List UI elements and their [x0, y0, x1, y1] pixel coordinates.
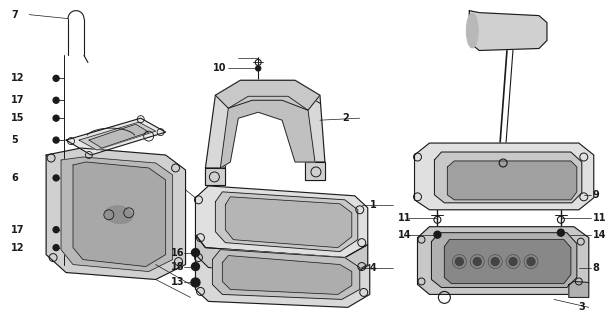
Circle shape — [53, 175, 59, 181]
Circle shape — [191, 262, 199, 270]
Polygon shape — [414, 143, 594, 210]
Circle shape — [557, 229, 565, 236]
Circle shape — [53, 137, 59, 143]
Polygon shape — [305, 162, 325, 180]
Circle shape — [434, 231, 441, 238]
Text: 7: 7 — [11, 10, 18, 20]
Text: 11: 11 — [398, 213, 411, 223]
Text: 16: 16 — [170, 248, 184, 258]
Polygon shape — [46, 148, 186, 279]
Polygon shape — [196, 235, 368, 277]
Polygon shape — [79, 122, 156, 150]
Polygon shape — [196, 186, 368, 258]
Text: 18: 18 — [170, 261, 184, 272]
Text: 6: 6 — [11, 173, 18, 183]
Polygon shape — [196, 255, 370, 307]
Circle shape — [53, 227, 59, 233]
Text: 4: 4 — [370, 262, 376, 273]
Polygon shape — [61, 157, 172, 271]
Circle shape — [491, 258, 499, 266]
Polygon shape — [222, 256, 352, 294]
Text: 14: 14 — [593, 230, 606, 240]
Circle shape — [53, 76, 59, 81]
Circle shape — [191, 278, 200, 287]
Polygon shape — [221, 96, 315, 168]
Ellipse shape — [105, 206, 133, 224]
Polygon shape — [216, 192, 358, 252]
Circle shape — [527, 258, 535, 266]
Polygon shape — [434, 152, 582, 203]
Text: 12: 12 — [11, 243, 25, 252]
Text: 5: 5 — [11, 135, 18, 145]
Polygon shape — [225, 197, 352, 248]
Text: 3: 3 — [579, 302, 585, 312]
Text: 12: 12 — [11, 73, 25, 83]
Text: 11: 11 — [593, 213, 606, 223]
Polygon shape — [89, 124, 148, 148]
Text: 14: 14 — [398, 230, 411, 240]
Circle shape — [53, 115, 59, 121]
Polygon shape — [205, 168, 225, 185]
Ellipse shape — [466, 13, 478, 48]
Text: 13: 13 — [170, 277, 184, 287]
Text: 15: 15 — [11, 113, 25, 123]
Polygon shape — [431, 233, 577, 287]
Circle shape — [53, 244, 59, 251]
Circle shape — [509, 258, 517, 266]
Text: 10: 10 — [213, 63, 227, 73]
Polygon shape — [205, 80, 325, 168]
Polygon shape — [66, 118, 166, 155]
Text: 17: 17 — [11, 95, 25, 105]
Circle shape — [455, 258, 463, 266]
Text: 17: 17 — [11, 225, 25, 235]
Polygon shape — [216, 80, 320, 110]
Circle shape — [191, 249, 199, 257]
Polygon shape — [447, 161, 577, 200]
Polygon shape — [73, 162, 166, 267]
Text: 8: 8 — [593, 262, 599, 273]
Polygon shape — [469, 11, 547, 51]
Polygon shape — [569, 282, 589, 297]
Text: 9: 9 — [593, 190, 599, 200]
Polygon shape — [444, 240, 571, 284]
Polygon shape — [417, 227, 589, 294]
Circle shape — [53, 97, 59, 103]
Polygon shape — [213, 250, 360, 300]
Circle shape — [474, 258, 481, 266]
Text: 1: 1 — [370, 200, 376, 210]
Circle shape — [256, 66, 261, 71]
Text: 2: 2 — [342, 113, 349, 123]
